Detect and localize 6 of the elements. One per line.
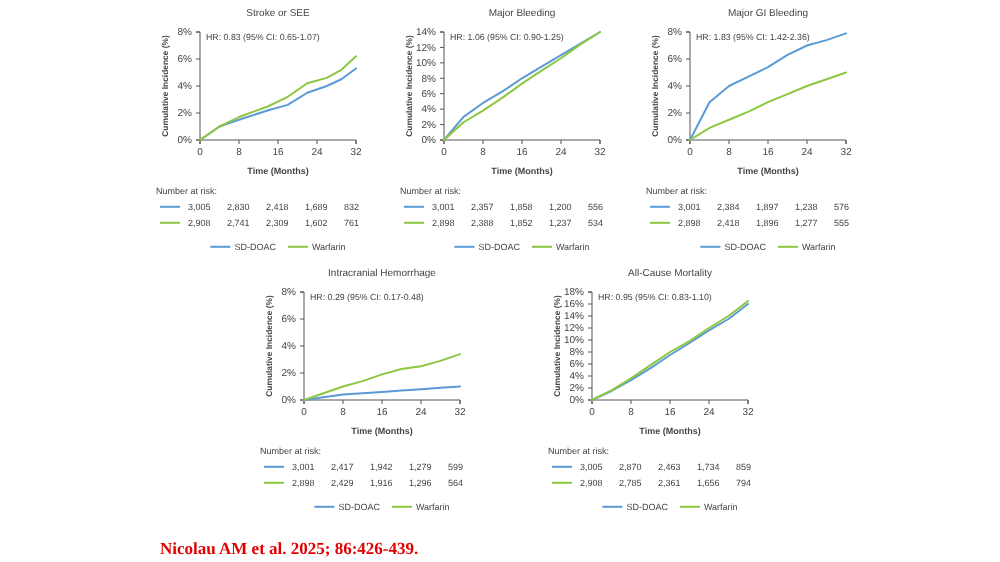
line-series <box>303 385 461 401</box>
line-series <box>443 31 601 141</box>
line-series <box>689 32 847 141</box>
line-series <box>689 71 847 141</box>
text: Nicolau AM et al. 2025; 86:426-439. <box>160 538 419 558</box>
line-series <box>303 353 461 401</box>
